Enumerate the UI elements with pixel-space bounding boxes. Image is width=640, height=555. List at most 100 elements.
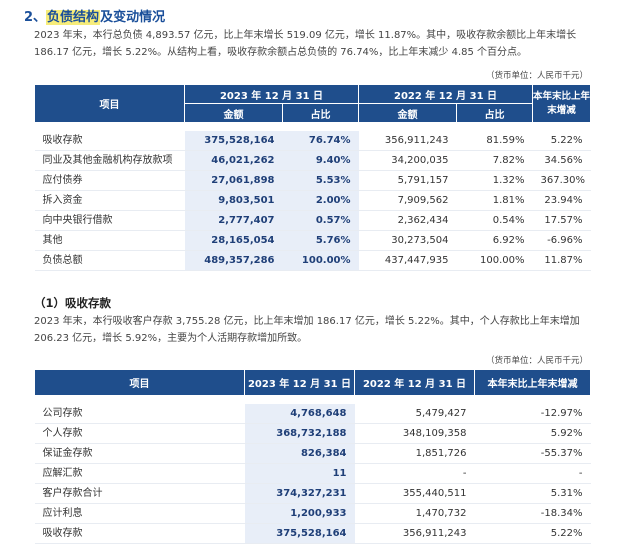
amount-2023: 2,777,407	[184, 210, 283, 231]
amount-2022: 30,273,504	[358, 230, 457, 251]
change: -12.97%	[474, 404, 591, 424]
deposit-table-body: 公司存款 4,768,648 5,479,427 -12.97% 个人存款 36…	[34, 396, 591, 544]
change: 5.31%	[474, 483, 591, 504]
change: -18.34%	[474, 503, 591, 524]
table-row: 同业及其他金融机构存放款项 46,021,262 9.40% 34,200,03…	[34, 150, 591, 171]
ratio-2022: 6.92%	[456, 230, 533, 251]
header-item: 项目	[34, 84, 185, 123]
row-item: 拆入资金	[34, 190, 185, 211]
table-row: 吸收存款 375,528,164 76.74% 356,911,243 81.5…	[34, 131, 591, 151]
amount-2023: 375,528,164	[184, 131, 283, 151]
table-row: 应计利息 1,200,933 1,470,732 -18.34%	[34, 503, 591, 524]
ratio-2022: 7.82%	[456, 150, 533, 171]
row-item: 应计利息	[34, 503, 245, 524]
row-item: 吸收存款	[34, 523, 245, 544]
ratio-2023: 2.00%	[282, 190, 359, 211]
section-title: 2、负债结构及变动情况	[24, 9, 165, 27]
ratio-2023: 5.76%	[282, 230, 359, 251]
amount-2022: 356,911,243	[358, 131, 457, 151]
table-row: 保证金存款 826,384 1,851,726 -55.37%	[34, 443, 591, 464]
section-paragraph-line-2: 186.17 亿元，增长 5.22%。从结构上看，吸收存款余额占总负债的 76.…	[34, 47, 528, 58]
ratio-2022: 81.59%	[456, 131, 533, 151]
change: 367.30%	[532, 170, 591, 191]
change: 5.22%	[474, 523, 591, 544]
subsection-paragraph-line-1: 2023 年末，本行吸收客户存款 3,755.28 亿元，比上年末增加 186.…	[34, 316, 580, 327]
header-item: 项目	[34, 369, 245, 396]
liability-structure-table: 项目 2023 年 12 月 31 日 2022 年 12 月 31 日 本年末…	[34, 84, 592, 271]
header-date-2023: 2023 年 12 月 31 日	[183, 84, 360, 104]
header-date-2022: 2022 年 12 月 31 日	[358, 84, 534, 104]
table-row: 公司存款 4,768,648 5,479,427 -12.97%	[34, 404, 591, 424]
row-item: 个人存款	[34, 423, 245, 444]
ratio-2022: 1.32%	[456, 170, 533, 191]
amount-2023: 28,165,054	[184, 230, 283, 251]
row-item: 向中央银行借款	[34, 210, 185, 231]
row-item: 同业及其他金融机构存放款项	[34, 150, 185, 171]
ratio-2023: 76.74%	[282, 131, 359, 151]
row-item: 应付债券	[34, 170, 185, 191]
row-item: 负债总额	[34, 250, 185, 271]
change: 5.92%	[474, 423, 591, 444]
row-item: 公司存款	[34, 404, 245, 424]
amount-2023: 374,327,231	[244, 483, 355, 504]
amount-2022: 437,447,935	[358, 250, 457, 271]
section-title-rest: 及变动情况	[100, 10, 166, 25]
table-row: 客户存款合计 374,327,231 355,440,511 5.31%	[34, 483, 591, 504]
row-item: 保证金存款	[34, 443, 245, 464]
change: -55.37%	[474, 443, 591, 464]
amount-2022: -	[354, 463, 475, 484]
deposit-table: 项目 2023 年 12 月 31 日 2022 年 12 月 31 日 本年末…	[34, 369, 591, 544]
amount-2023: 9,803,501	[184, 190, 283, 211]
amount-2023: 46,021,262	[184, 150, 283, 171]
table-row: 拆入资金 9,803,501 2.00% 7,909,562 1.81% 23.…	[34, 190, 591, 211]
amount-2022: 34,200,035	[358, 150, 457, 171]
amount-2023: 489,357,286	[184, 250, 283, 271]
amount-2023: 826,384	[244, 443, 355, 464]
subsection-title: （1）吸收存款	[34, 296, 112, 310]
amount-2022: 355,440,511	[354, 483, 475, 504]
section-title-highlight: 负债结构	[46, 10, 101, 25]
change: -	[474, 463, 591, 484]
change: 17.57%	[532, 210, 591, 231]
header-ratio-2023: 占比	[281, 103, 360, 123]
amount-2023: 368,732,188	[244, 423, 355, 444]
subsection-paragraph-line-2: 206.23 亿元，增长 5.92%，主要为个人活期存款增加所致。	[34, 333, 308, 344]
ratio-2023: 100.00%	[282, 250, 359, 271]
table-row: 其他 28,165,054 5.76% 30,273,504 6.92% -6.…	[34, 230, 591, 251]
section-paragraph-line-1: 2023 年末，本行总负债 4,893.57 亿元，比上年末增长 519.09 …	[34, 30, 577, 41]
change: -6.96%	[532, 230, 591, 251]
ratio-2022: 100.00%	[456, 250, 533, 271]
table2-unit-note: （货币单位：人民币千元）	[485, 356, 588, 366]
header-date-2023: 2023 年 12 月 31 日	[244, 369, 355, 396]
row-item: 其他	[34, 230, 185, 251]
amount-2023: 11	[244, 463, 355, 484]
change: 23.94%	[532, 190, 591, 211]
table-row: 向中央银行借款 2,777,407 0.57% 2,362,434 0.54% …	[34, 210, 591, 231]
amount-2022: 1,851,726	[354, 443, 475, 464]
ratio-2023: 9.40%	[282, 150, 359, 171]
table-row: 应付债券 27,061,898 5.53% 5,791,157 1.32% 36…	[34, 170, 591, 191]
amount-2022: 5,479,427	[354, 404, 475, 424]
change: 11.87%	[532, 250, 591, 271]
table-row-total: 吸收存款 375,528,164 356,911,243 5.22%	[34, 523, 591, 544]
table1-unit-note: （货币单位：人民币千元）	[485, 71, 588, 81]
row-item: 应解汇款	[34, 463, 245, 484]
change: 34.56%	[532, 150, 591, 171]
amount-2022: 348,109,358	[354, 423, 475, 444]
amount-2022: 356,911,243	[354, 523, 475, 544]
amount-2022: 7,909,562	[358, 190, 457, 211]
ratio-2022: 0.54%	[456, 210, 533, 231]
header-amount-2023: 金额	[184, 103, 283, 123]
header-change: 本年末比上年末增减	[532, 84, 592, 123]
header-amount-2022: 金额	[358, 103, 458, 123]
change: 5.22%	[532, 131, 591, 151]
row-item: 客户存款合计	[34, 483, 245, 504]
header-date-2022: 2022 年 12 月 31 日	[354, 369, 475, 396]
table-row-total: 负债总额 489,357,286 100.00% 437,447,935 100…	[34, 250, 591, 271]
row-item: 吸收存款	[34, 131, 185, 151]
liability-table-body: 吸收存款 375,528,164 76.74% 356,911,243 81.5…	[34, 123, 591, 271]
amount-2022: 1,470,732	[354, 503, 475, 524]
header-ratio-2022: 占比	[456, 103, 534, 123]
amount-2023: 27,061,898	[184, 170, 283, 191]
